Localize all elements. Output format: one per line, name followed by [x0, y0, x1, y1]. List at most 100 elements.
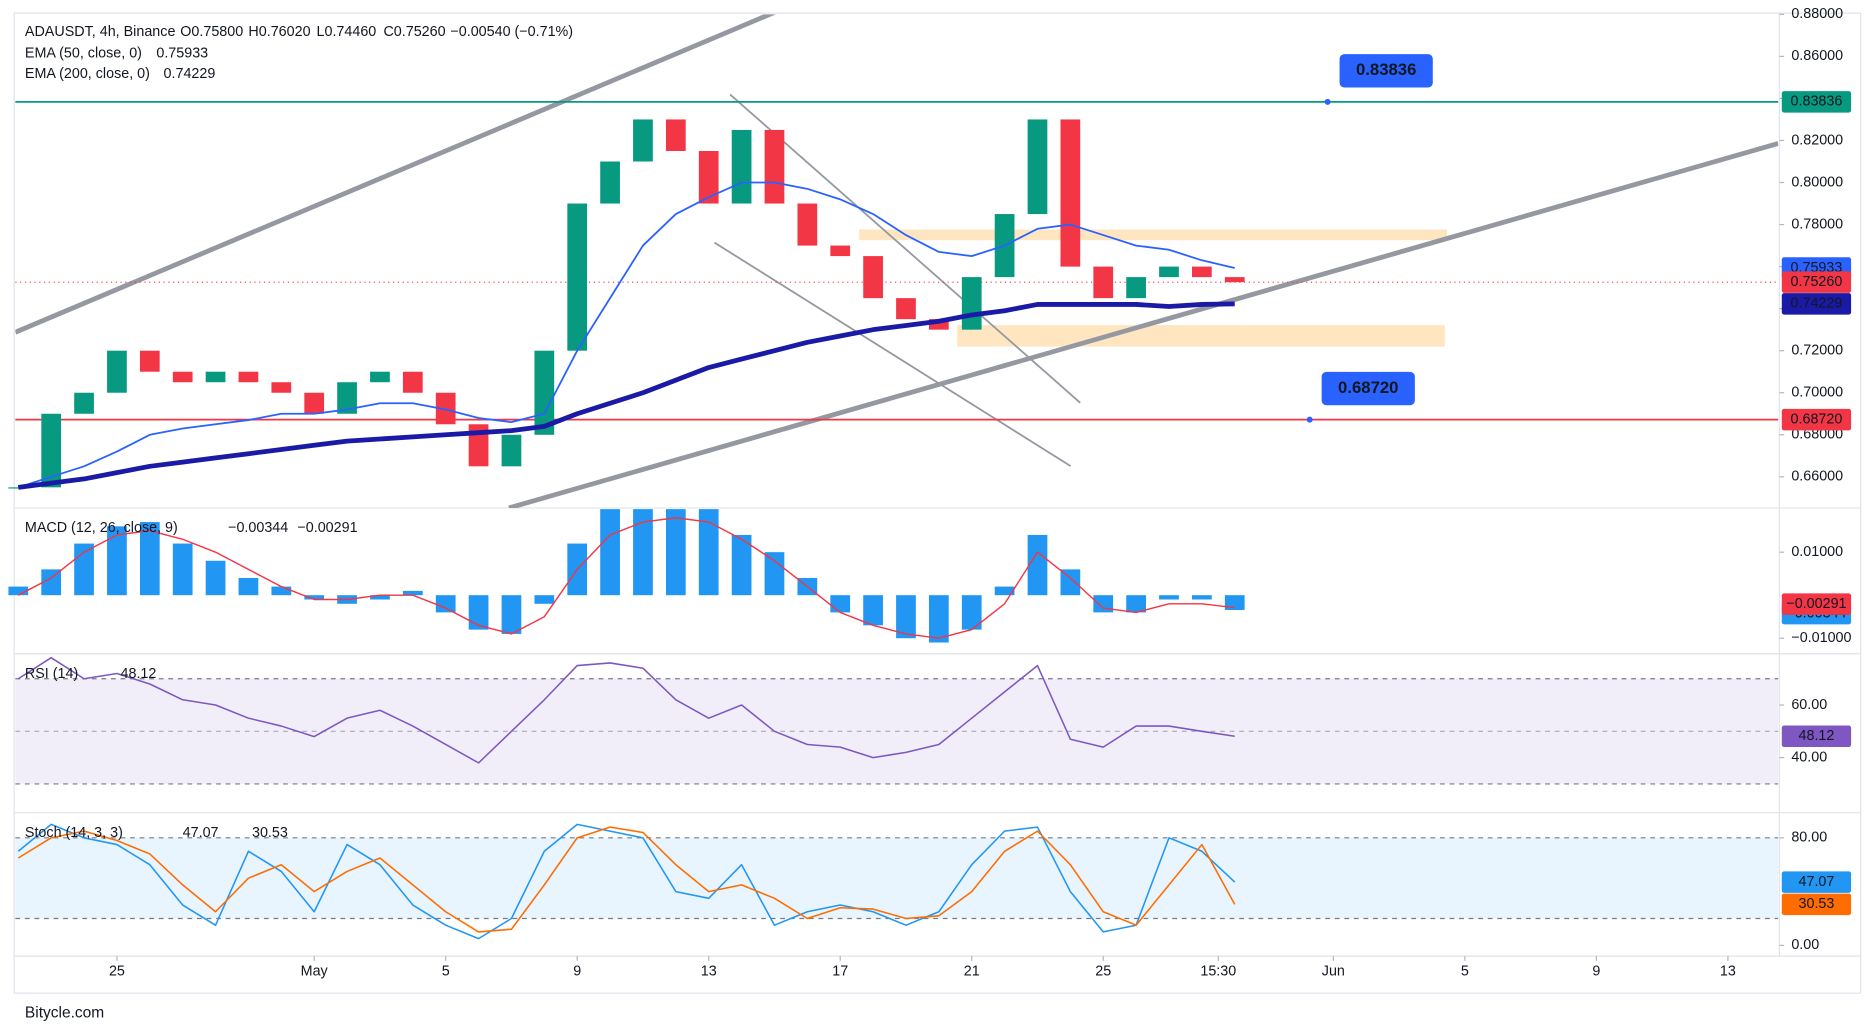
x-tick-label: 15:30: [1200, 963, 1236, 979]
level-callout-box: [1339, 54, 1433, 88]
indicator-value: 0.74229: [164, 66, 216, 82]
price-label-box: [1781, 725, 1852, 748]
macd-column: [107, 526, 127, 596]
candle: [928, 319, 949, 330]
ohlc-value: C0.75260: [383, 24, 445, 40]
drawings: [15, 14, 1779, 508]
x-tick-label: May: [301, 963, 329, 979]
macd-column: [698, 509, 719, 596]
macd-column: [271, 586, 292, 596]
candle: [107, 350, 127, 393]
macd-column: [1159, 595, 1179, 600]
candle: [337, 382, 357, 414]
candle: [304, 392, 325, 414]
ohlc-value: O0.75800: [180, 24, 243, 40]
candle: [74, 392, 94, 414]
price-label-box: [1781, 408, 1852, 431]
x-tick-label: Jun: [1322, 963, 1345, 979]
candle: [896, 298, 916, 320]
candle: [41, 413, 62, 488]
candle: [961, 277, 982, 330]
macd-column: [1191, 595, 1212, 600]
macd-column: [41, 569, 62, 596]
candle: [764, 129, 785, 204]
price-label: 47.07: [1799, 874, 1835, 890]
ema-line: [17, 301, 1235, 490]
y-tick-label: 0.72000: [1791, 342, 1843, 358]
band-fill: [15, 837, 1779, 919]
channel-lower: [508, 141, 1779, 508]
price-label: 0.68720: [1791, 411, 1843, 427]
macd-column: [994, 586, 1015, 596]
indicator-line: [17, 656, 1235, 764]
candle: [600, 161, 620, 204]
candle: [1093, 266, 1114, 299]
indicator-value: 48.12: [121, 666, 157, 682]
candle: [1191, 266, 1212, 278]
candle: [830, 245, 851, 257]
x-tick-label: 5: [442, 963, 450, 979]
candle: [271, 382, 292, 393]
x-tick-label: 17: [832, 963, 848, 979]
macd-column: [896, 595, 916, 639]
signal-line: [17, 517, 1235, 639]
macd-column: [961, 595, 982, 630]
y-tick-label: 60.00: [1791, 697, 1827, 713]
macd-column: [830, 595, 851, 613]
wedge-lower: [714, 241, 1072, 467]
macd-column: [665, 509, 686, 596]
macd-column: [1093, 595, 1114, 613]
candle: [1126, 277, 1146, 299]
price-label-box: [1781, 271, 1852, 293]
marks: [8, 100, 1779, 940]
candle: [665, 119, 686, 151]
macd-column: [600, 509, 620, 596]
x-tick-label: 13: [1720, 963, 1736, 979]
price-label: 0.74229: [1791, 296, 1843, 312]
candle: [205, 371, 226, 383]
y-tick-label: 0.70000: [1791, 385, 1843, 401]
price-label: 0.83836: [1791, 94, 1843, 110]
x-tick-label: 21: [964, 963, 980, 979]
macd-column: [863, 595, 883, 626]
candle: [1027, 119, 1048, 215]
labels: 25 May 5 9 13 17 21 25 15:30 Jun 5 9 13 0.66000 0.6800…: [25, 6, 1852, 979]
price-label: 48.12: [1799, 728, 1835, 744]
y-tick-label: 0.82000: [1791, 132, 1843, 148]
price-label: 0.75260: [1791, 274, 1843, 290]
macd-column: [468, 595, 489, 630]
indicator-value: −0.00344: [228, 520, 288, 536]
x-tick-label: 25: [109, 963, 125, 979]
indicator-name: EMA (200, close, 0): [25, 66, 150, 82]
y-tick-label: 80.00: [1791, 830, 1827, 846]
y-tick-label: 0.66000: [1791, 469, 1843, 485]
macd-column: [1224, 595, 1245, 610]
y-tick-label: −0.01000: [1791, 630, 1851, 646]
indicator-line: [17, 823, 1236, 940]
indicator-line: [17, 826, 1236, 933]
price-label-box: [1781, 91, 1852, 113]
y-tick-label: 0.01000: [1791, 544, 1843, 560]
indicator-title: RSI (14): [25, 666, 78, 682]
macd-column: [74, 543, 94, 596]
support-zone: [957, 325, 1445, 347]
candle: [567, 203, 588, 351]
price-label-box: [1781, 293, 1852, 315]
macd-column: [731, 534, 752, 596]
x-tick-label: 9: [1592, 963, 1600, 979]
macd-column: [764, 552, 785, 596]
price-label: −0.00291: [1786, 596, 1846, 612]
candle: [633, 119, 653, 162]
candle: [797, 203, 818, 246]
candle: [731, 129, 752, 204]
price-label: 30.53: [1799, 896, 1835, 912]
macd-column: [1027, 534, 1048, 596]
indicator-value: 47.07: [183, 825, 219, 841]
macd-column: [139, 522, 160, 596]
candle: [435, 392, 456, 425]
candle: [1060, 119, 1081, 267]
macd-column: [928, 595, 949, 643]
x-tick-label: 25: [1095, 963, 1111, 979]
macd-column: [534, 595, 555, 604]
